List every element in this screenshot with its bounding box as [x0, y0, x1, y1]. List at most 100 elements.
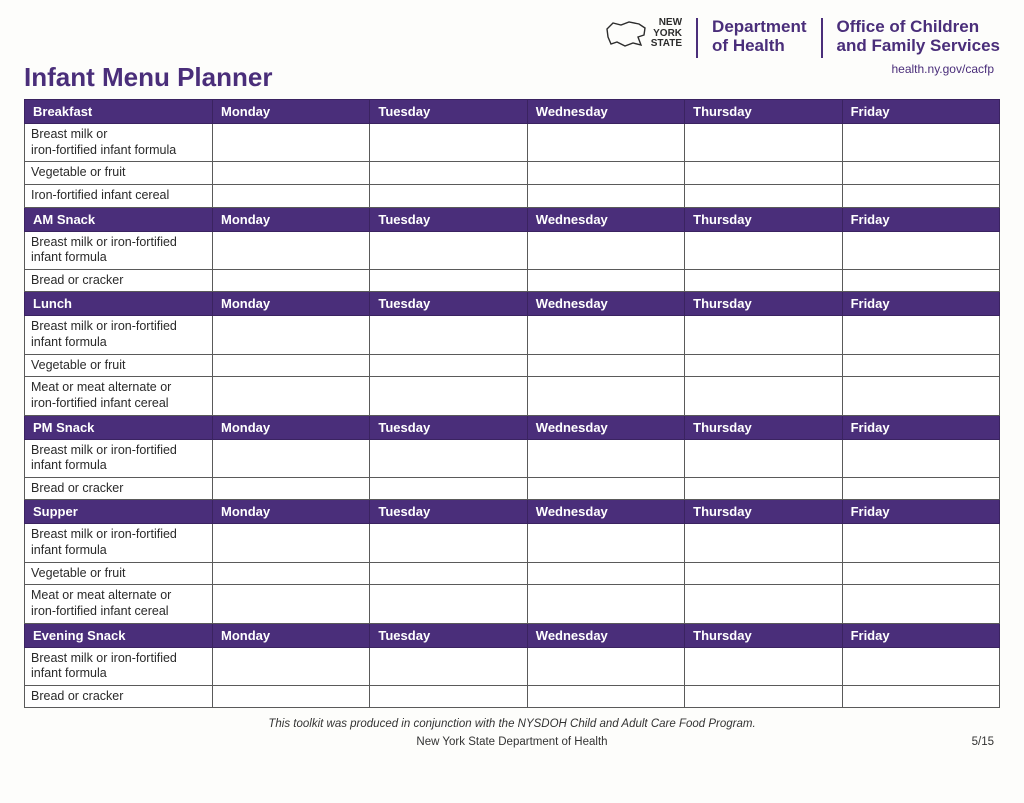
planner-cell[interactable]	[527, 562, 684, 585]
planner-cell[interactable]	[213, 269, 370, 292]
planner-cell[interactable]	[842, 184, 999, 207]
planner-cell[interactable]	[527, 269, 684, 292]
planner-cell[interactable]	[685, 162, 842, 185]
table-row: Bread or cracker	[25, 477, 1000, 500]
planner-cell[interactable]	[370, 269, 527, 292]
planner-cell[interactable]	[842, 585, 999, 623]
planner-cell[interactable]	[213, 524, 370, 562]
planner-cell[interactable]	[842, 647, 999, 685]
planner-cell[interactable]	[527, 354, 684, 377]
planner-cell[interactable]	[842, 439, 999, 477]
planner-cell[interactable]	[527, 647, 684, 685]
nys-line3: STATE	[651, 39, 682, 50]
day-header-cell: Tuesday	[370, 292, 527, 316]
section-name-cell: Supper	[25, 500, 213, 524]
planner-cell[interactable]	[842, 162, 999, 185]
planner-cell[interactable]	[842, 685, 999, 708]
footer-credit: This toolkit was produced in conjunction…	[24, 718, 1000, 730]
day-header-cell: Thursday	[685, 500, 842, 524]
planner-cell[interactable]	[527, 124, 684, 162]
planner-cell[interactable]	[842, 231, 999, 269]
planner-cell[interactable]	[527, 184, 684, 207]
planner-cell[interactable]	[527, 316, 684, 354]
section-header-row: AM SnackMondayTuesdayWednesdayThursdayFr…	[25, 207, 1000, 231]
planner-cell[interactable]	[213, 377, 370, 415]
planner-cell[interactable]	[685, 524, 842, 562]
planner-cell[interactable]	[370, 439, 527, 477]
planner-cell[interactable]	[370, 585, 527, 623]
planner-cell[interactable]	[685, 354, 842, 377]
planner-cell[interactable]	[213, 124, 370, 162]
planner-cell[interactable]	[685, 269, 842, 292]
planner-cell[interactable]	[842, 562, 999, 585]
planner-cell[interactable]	[527, 524, 684, 562]
planner-cell[interactable]	[842, 354, 999, 377]
day-header-cell: Friday	[842, 500, 999, 524]
planner-cell[interactable]	[527, 377, 684, 415]
day-header-cell: Thursday	[685, 100, 842, 124]
planner-cell[interactable]	[527, 585, 684, 623]
day-header-cell: Tuesday	[370, 100, 527, 124]
planner-cell[interactable]	[685, 562, 842, 585]
planner-cell[interactable]	[842, 269, 999, 292]
planner-cell[interactable]	[370, 231, 527, 269]
planner-cell[interactable]	[527, 685, 684, 708]
table-row: Vegetable or fruit	[25, 162, 1000, 185]
planner-cell[interactable]	[213, 562, 370, 585]
planner-cell[interactable]	[370, 524, 527, 562]
planner-cell[interactable]	[685, 231, 842, 269]
planner-cell[interactable]	[685, 685, 842, 708]
planner-cell[interactable]	[370, 354, 527, 377]
planner-cell[interactable]	[370, 184, 527, 207]
planner-cell[interactable]	[685, 477, 842, 500]
planner-cell[interactable]	[213, 585, 370, 623]
planner-cell[interactable]	[842, 316, 999, 354]
table-row: Iron-fortified infant cereal	[25, 184, 1000, 207]
planner-cell[interactable]	[213, 162, 370, 185]
day-header-cell: Monday	[213, 623, 370, 647]
planner-cell[interactable]	[527, 162, 684, 185]
planner-cell[interactable]	[685, 439, 842, 477]
day-header-cell: Thursday	[685, 623, 842, 647]
planner-cell[interactable]	[842, 477, 999, 500]
planner-cell[interactable]	[685, 377, 842, 415]
planner-cell[interactable]	[370, 377, 527, 415]
table-row: Breast milk or iron-fortifiedinfant form…	[25, 439, 1000, 477]
planner-cell[interactable]	[842, 524, 999, 562]
planner-cell[interactable]	[527, 231, 684, 269]
planner-cell[interactable]	[370, 647, 527, 685]
planner-cell[interactable]	[370, 685, 527, 708]
row-label-cell: Breast milk or iron-fortifiedinfant form…	[25, 524, 213, 562]
planner-cell[interactable]	[213, 354, 370, 377]
table-row: Meat or meat alternate oriron-fortified …	[25, 585, 1000, 623]
planner-cell[interactable]	[527, 477, 684, 500]
nys-line1: NEW	[651, 18, 682, 29]
day-header-cell: Wednesday	[527, 623, 684, 647]
planner-cell[interactable]	[213, 647, 370, 685]
planner-cell[interactable]	[213, 439, 370, 477]
planner-cell[interactable]	[685, 124, 842, 162]
planner-cell[interactable]	[527, 439, 684, 477]
row-label-cell: Breast milk or iron-fortifiedinfant form…	[25, 316, 213, 354]
planner-cell[interactable]	[685, 316, 842, 354]
planner-cell[interactable]	[370, 162, 527, 185]
section-name-cell: Lunch	[25, 292, 213, 316]
planner-cell[interactable]	[685, 585, 842, 623]
planner-cell[interactable]	[213, 316, 370, 354]
planner-cell[interactable]	[213, 477, 370, 500]
planner-cell[interactable]	[685, 647, 842, 685]
day-header-cell: Friday	[842, 207, 999, 231]
planner-cell[interactable]	[213, 184, 370, 207]
planner-cell[interactable]	[213, 685, 370, 708]
planner-cell[interactable]	[370, 477, 527, 500]
section-header-row: BreakfastMondayTuesdayWednesdayThursdayF…	[25, 100, 1000, 124]
day-header-cell: Thursday	[685, 292, 842, 316]
planner-cell[interactable]	[842, 377, 999, 415]
planner-cell[interactable]	[370, 562, 527, 585]
planner-cell[interactable]	[370, 124, 527, 162]
planner-cell[interactable]	[213, 231, 370, 269]
planner-cell[interactable]	[842, 124, 999, 162]
planner-cell[interactable]	[370, 316, 527, 354]
table-row: Vegetable or fruit	[25, 354, 1000, 377]
planner-cell[interactable]	[685, 184, 842, 207]
